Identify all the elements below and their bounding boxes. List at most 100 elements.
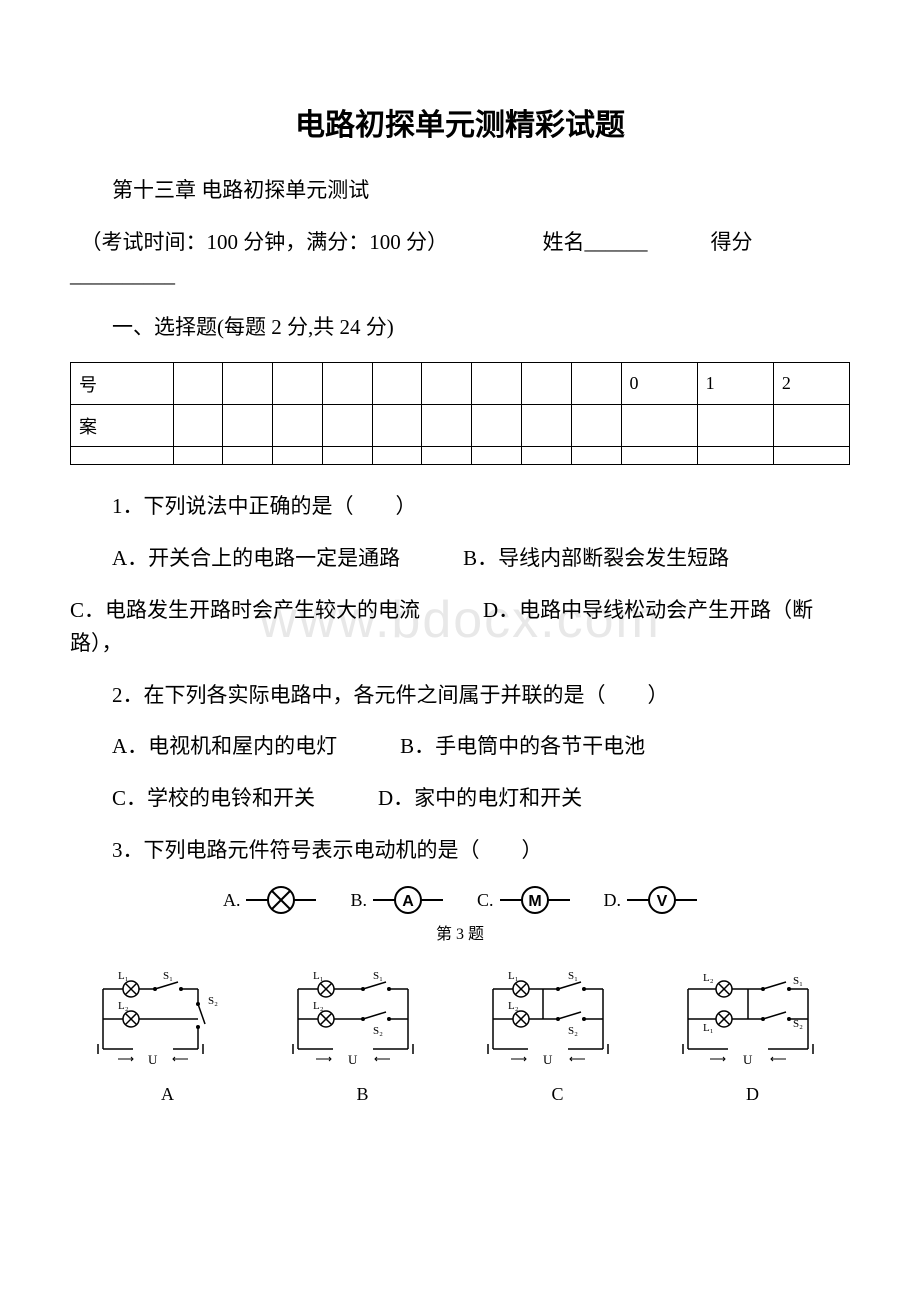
table-row: 案 xyxy=(71,405,850,447)
circuit-a-diagram-icon: L₁ S₁ S₂ L₂ xyxy=(83,969,253,1079)
table-cell xyxy=(173,447,223,465)
symbol-b-label: B. xyxy=(350,890,367,911)
table-cell: 1 xyxy=(697,363,773,405)
section-1-heading: 一、选择题(每题 2 分,共 24 分) xyxy=(70,311,850,345)
table-cell xyxy=(571,405,621,447)
circuit-c: L₁ S₁ L₂ S₂ xyxy=(473,969,643,1105)
table-cell xyxy=(173,405,223,447)
question-3: 3．下列电路元件符号表示电动机的是（ ） xyxy=(70,834,850,868)
symbol-c-label: C. xyxy=(477,890,494,911)
table-cell: 2 xyxy=(773,363,849,405)
table-cell xyxy=(223,405,273,447)
table-cell xyxy=(372,405,422,447)
svg-text:S₁: S₁ xyxy=(793,975,803,987)
svg-text:L₂: L₂ xyxy=(313,1000,324,1012)
table-cell xyxy=(422,405,472,447)
symbol-a: A. xyxy=(223,885,317,915)
svg-text:L₂: L₂ xyxy=(118,1000,129,1012)
motor-symbol-icon: M xyxy=(500,885,570,915)
table-cell xyxy=(273,447,323,465)
svg-text:V: V xyxy=(657,893,668,910)
symbol-b: B. A xyxy=(350,885,443,915)
table-cell xyxy=(697,405,773,447)
symbol-d-label: D. xyxy=(604,890,622,911)
circuit-d-label: D xyxy=(746,1084,759,1105)
svg-text:A: A xyxy=(402,893,414,910)
question-1-opts-ab: A．开关合上的电路一定是通路 B．导线内部断裂会发生短路 xyxy=(70,542,850,576)
table-cell xyxy=(571,363,621,405)
question-2-opts-cd: C．学校的电铃和开关 D．家中的电灯和开关 xyxy=(70,782,850,816)
table-cell xyxy=(322,405,372,447)
q3-caption: 第 3 题 xyxy=(70,920,850,944)
q4-circuit-row: L₁ S₁ S₂ L₂ xyxy=(70,969,850,1105)
table-cell xyxy=(173,363,223,405)
svg-text:U: U xyxy=(348,1052,358,1067)
svg-text:S₂: S₂ xyxy=(208,995,218,1007)
svg-text:U: U xyxy=(743,1052,753,1067)
table-cell xyxy=(697,447,773,465)
table-cell xyxy=(521,363,571,405)
svg-text:S₂: S₂ xyxy=(793,1018,803,1030)
symbol-a-label: A. xyxy=(223,890,241,911)
svg-text:U: U xyxy=(148,1052,158,1067)
circuit-c-label: C xyxy=(551,1084,563,1105)
circuit-b: L₁ S₁ L₂ S₂ xyxy=(278,969,448,1105)
table-cell xyxy=(273,363,323,405)
chapter-line: 第十三章 电路初探单元测试 xyxy=(70,174,850,208)
table-cell xyxy=(521,447,571,465)
table-cell xyxy=(322,363,372,405)
circuit-b-diagram-icon: L₁ S₁ L₂ S₂ xyxy=(278,969,448,1079)
document-content: 电路初探单元测精彩试题 第十三章 电路初探单元测试 （考试时间：100 分钟，满… xyxy=(70,100,850,1105)
svg-text:S₂: S₂ xyxy=(568,1025,578,1037)
question-2-opts-ab: A．电视机和屋内的电灯 B．手电筒中的各节干电池 xyxy=(70,730,850,764)
table-cell xyxy=(621,447,697,465)
ammeter-symbol-icon: A xyxy=(373,885,443,915)
q3-symbol-row: A. B. A C. M xyxy=(70,885,850,915)
circuit-d: L₂ L₁ S₁ xyxy=(668,969,838,1105)
answer-table: 号 0 1 2 案 xyxy=(70,362,850,465)
question-1-opts-cd: C．电路发生开路时会产生较大的电流 D．电路中导线松动会产生开路（断路）， xyxy=(70,594,850,661)
circuit-a-label: A xyxy=(161,1084,174,1105)
svg-text:S₁: S₁ xyxy=(568,970,578,982)
table-cell xyxy=(422,363,472,405)
table-cell xyxy=(621,405,697,447)
table-row: 号 0 1 2 xyxy=(71,363,850,405)
question-2: 2．在下列各实际电路中，各元件之间属于并联的是（ ） xyxy=(70,679,850,713)
table-cell xyxy=(372,447,422,465)
circuit-a: L₁ S₁ S₂ L₂ xyxy=(83,969,253,1105)
table-cell: 号 xyxy=(71,363,174,405)
table-cell: 案 xyxy=(71,405,174,447)
table-row xyxy=(71,447,850,465)
circuit-b-label: B xyxy=(356,1084,368,1105)
svg-text:L₂: L₂ xyxy=(703,972,714,984)
svg-text:L₂: L₂ xyxy=(508,1000,519,1012)
svg-text:L₁: L₁ xyxy=(508,970,519,982)
symbol-d: D. V xyxy=(604,885,698,915)
table-cell xyxy=(422,447,472,465)
table-cell xyxy=(472,447,522,465)
table-cell xyxy=(571,447,621,465)
table-cell: 0 xyxy=(621,363,697,405)
table-cell xyxy=(322,447,372,465)
page-title: 电路初探单元测精彩试题 xyxy=(70,100,850,144)
table-cell xyxy=(223,447,273,465)
svg-text:U: U xyxy=(543,1052,553,1067)
symbol-c: C. M xyxy=(477,885,570,915)
circuit-c-diagram-icon: L₁ S₁ L₂ S₂ xyxy=(473,969,643,1079)
svg-text:L₁: L₁ xyxy=(703,1022,714,1034)
svg-text:S₂: S₂ xyxy=(373,1025,383,1037)
voltmeter-symbol-icon: V xyxy=(627,885,697,915)
table-cell xyxy=(773,447,849,465)
svg-text:L₁: L₁ xyxy=(118,970,129,982)
table-cell xyxy=(472,405,522,447)
svg-text:L₁: L₁ xyxy=(313,970,324,982)
exam-info: （考试时间：100 分钟，满分：100 分） 姓名______ 得分______… xyxy=(70,226,850,293)
svg-text:M: M xyxy=(528,893,541,910)
table-cell xyxy=(521,405,571,447)
table-cell xyxy=(773,405,849,447)
table-cell xyxy=(273,405,323,447)
table-cell xyxy=(223,363,273,405)
circuit-d-diagram-icon: L₂ L₁ S₁ xyxy=(668,969,838,1079)
svg-text:S₁: S₁ xyxy=(163,970,173,982)
svg-text:S₁: S₁ xyxy=(373,970,383,982)
